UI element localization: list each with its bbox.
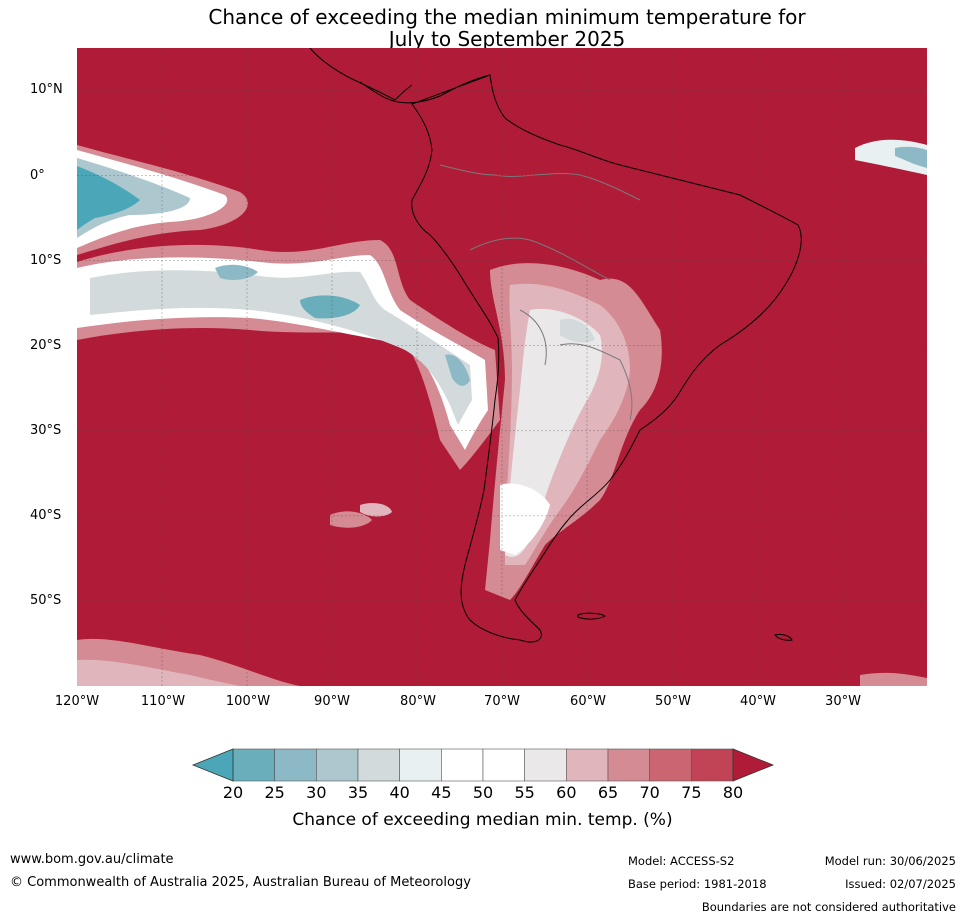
graticule — [77, 48, 927, 686]
colorbar-tick-label: 30 — [306, 783, 327, 802]
colorbar-segment — [566, 748, 609, 782]
lon-tick-70w: 70°W — [484, 694, 520, 709]
colorbar-segment — [441, 748, 484, 782]
contour-pacific-small-1 — [330, 511, 372, 528]
footer-disclaimer: Boundaries are not considered authoritat… — [701, 900, 956, 914]
lon-tick-90w: 90°W — [314, 694, 350, 709]
colorbar-tick-label: 60 — [556, 783, 577, 802]
contour-band-teal-patch-3 — [445, 354, 470, 386]
falklands-island — [577, 612, 606, 620]
colorbar-high-arrow — [732, 748, 775, 782]
colorbar-tick-label: 75 — [681, 783, 702, 802]
colorbar-tick-label: 55 — [514, 783, 535, 802]
colorbar-tick-label: 20 — [222, 783, 244, 802]
contour-south-east — [860, 672, 927, 686]
lat-tick-30s: 30°S — [30, 423, 62, 438]
colorbar-segment — [607, 748, 650, 782]
colorbar-tick-label: 40 — [389, 783, 410, 802]
coastlines — [309, 48, 802, 643]
colorbar-tick-label: 80 — [722, 783, 744, 802]
lat-tick-20s: 20°S — [30, 338, 62, 353]
colorbar-tick-label: 65 — [597, 783, 619, 802]
lat-tick-40s: 40°S — [30, 508, 62, 523]
contour-continent-white-south — [500, 483, 550, 555]
lon-tick-30w: 30°W — [825, 694, 861, 709]
colorbar-low-arrow — [191, 748, 234, 782]
south-america-coastline — [359, 74, 802, 643]
colorbar-tick-label: 50 — [472, 783, 494, 802]
colorbar-segment — [482, 748, 525, 782]
contour-atlantic-equator-teal — [895, 146, 927, 168]
colorbar-segment — [399, 748, 442, 782]
contour-pacific-small-2 — [360, 502, 392, 517]
colorbar — [191, 748, 775, 782]
south-georgia-island — [774, 633, 793, 641]
footer-website: www.bom.gov.au/climate — [10, 852, 174, 867]
footer-model: Model: ACCESS-S2 — [628, 854, 735, 868]
colorbar-segment — [357, 748, 400, 782]
map-title-line1: Chance of exceeding the median minimum t… — [208, 5, 806, 29]
lon-tick-100w: 100°W — [225, 694, 271, 709]
lat-tick-10n: 10°N — [30, 82, 63, 97]
lon-tick-80w: 80°W — [400, 694, 436, 709]
colorbar-segment — [232, 748, 275, 782]
footer-issued: Issued: 02/07/2025 — [845, 877, 956, 891]
colorbar-segment — [524, 748, 567, 782]
footer-copyright: © Commonwealth of Australia 2025, Austra… — [10, 875, 471, 890]
lon-tick-60w: 60°W — [570, 694, 606, 709]
lon-tick-40w: 40°W — [740, 694, 776, 709]
lon-tick-50w: 50°W — [655, 694, 691, 709]
central-america-coastline — [309, 48, 413, 101]
lat-tick-0: 0° — [30, 168, 45, 183]
country-borders — [439, 164, 641, 421]
contour-south-west-white — [77, 659, 240, 686]
colorbar-tick-label: 70 — [639, 783, 660, 802]
lon-tick-110w: 110°W — [140, 694, 186, 709]
colorbar-tick-label: 45 — [431, 783, 452, 802]
footer-model-run: Model run: 30/06/2025 — [824, 854, 956, 868]
probability-map — [77, 48, 927, 686]
colorbar-tick-label: 25 — [264, 783, 285, 802]
lon-tick-120w: 120°W — [54, 694, 100, 709]
lat-tick-50s: 50°S — [30, 593, 62, 608]
colorbar-segments — [232, 748, 734, 782]
contour-continent-grey-patches — [560, 318, 595, 343]
map-title-line2: July to September 2025 — [388, 27, 626, 51]
contour-band-lightgrey — [90, 270, 472, 425]
footer-base-period: Base period: 1981-2018 — [628, 877, 767, 891]
colorbar-tick-label: 35 — [347, 783, 369, 802]
lat-tick-10s: 10°S — [30, 253, 62, 268]
probability-contours — [77, 139, 927, 686]
contour-pacific-equator-teal — [77, 166, 140, 230]
colorbar-label: Chance of exceeding median min. temp. (%… — [292, 810, 673, 830]
colorbar-segment — [316, 748, 359, 782]
contour-band-teal-patch-1 — [300, 295, 360, 319]
colorbar-segment — [691, 748, 734, 782]
colorbar-segment — [649, 748, 692, 782]
colorbar-segment — [274, 748, 317, 782]
